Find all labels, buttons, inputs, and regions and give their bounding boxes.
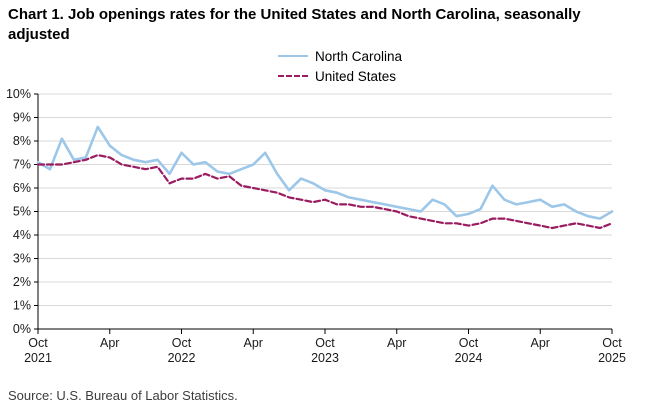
legend-item-north-carolina: North Carolina xyxy=(278,46,402,66)
x-axis-year-label: 2022 xyxy=(168,351,196,365)
y-axis-label: 8% xyxy=(13,134,31,148)
united-states-line xyxy=(36,153,614,230)
chart-title: Chart 1. Job openings rates for the Unit… xyxy=(8,6,581,44)
y-axis-label: 6% xyxy=(13,181,31,195)
x-axis-year-label: 2021 xyxy=(24,351,52,365)
x-axis-label: Oct xyxy=(459,336,479,350)
x-axis-label: Oct xyxy=(602,336,622,350)
x-axis-label: Oct xyxy=(172,336,192,350)
x-axis-label: Apr xyxy=(531,336,550,350)
y-axis-label: 10% xyxy=(6,87,31,101)
source-note: Source: U.S. Bureau of Labor Statistics. xyxy=(8,388,238,403)
y-axis-label: 5% xyxy=(13,205,31,219)
y-axis-label: 7% xyxy=(13,158,31,172)
x-axis-label: Apr xyxy=(100,336,119,350)
legend-label-united-states: United States xyxy=(315,68,397,84)
x-axis-label: Apr xyxy=(244,336,263,350)
y-axis-label: 0% xyxy=(13,322,31,336)
y-axis-label: 9% xyxy=(13,111,31,125)
x-axis-label: Oct xyxy=(315,336,335,350)
north-carolina-line xyxy=(36,125,614,220)
legend: North Carolina United States xyxy=(278,46,402,86)
x-axis-label: Apr xyxy=(387,336,406,350)
legend-item-united-states: United States xyxy=(278,66,402,86)
y-axis-label: 1% xyxy=(13,299,31,313)
y-axis-label: 3% xyxy=(13,252,31,266)
x-axis-year-label: 2023 xyxy=(311,351,339,365)
x-axis-label: Oct xyxy=(28,336,48,350)
y-axis-label: 4% xyxy=(13,228,31,242)
north-carolina-line-swatch xyxy=(278,55,308,57)
line-chart: 0% 1% 2% 3% 4% 5% 6% 7% 8% 9% 10% Oct Apr Oct Apr Oct Ap… xyxy=(6,87,626,365)
x-axis-year-label: 2024 xyxy=(455,351,483,365)
united-states-line-swatch xyxy=(278,75,308,77)
legend-label-north-carolina: North Carolina xyxy=(315,48,403,64)
y-axis-label: 2% xyxy=(13,275,31,289)
x-axis-year-label: 2025 xyxy=(598,351,626,365)
